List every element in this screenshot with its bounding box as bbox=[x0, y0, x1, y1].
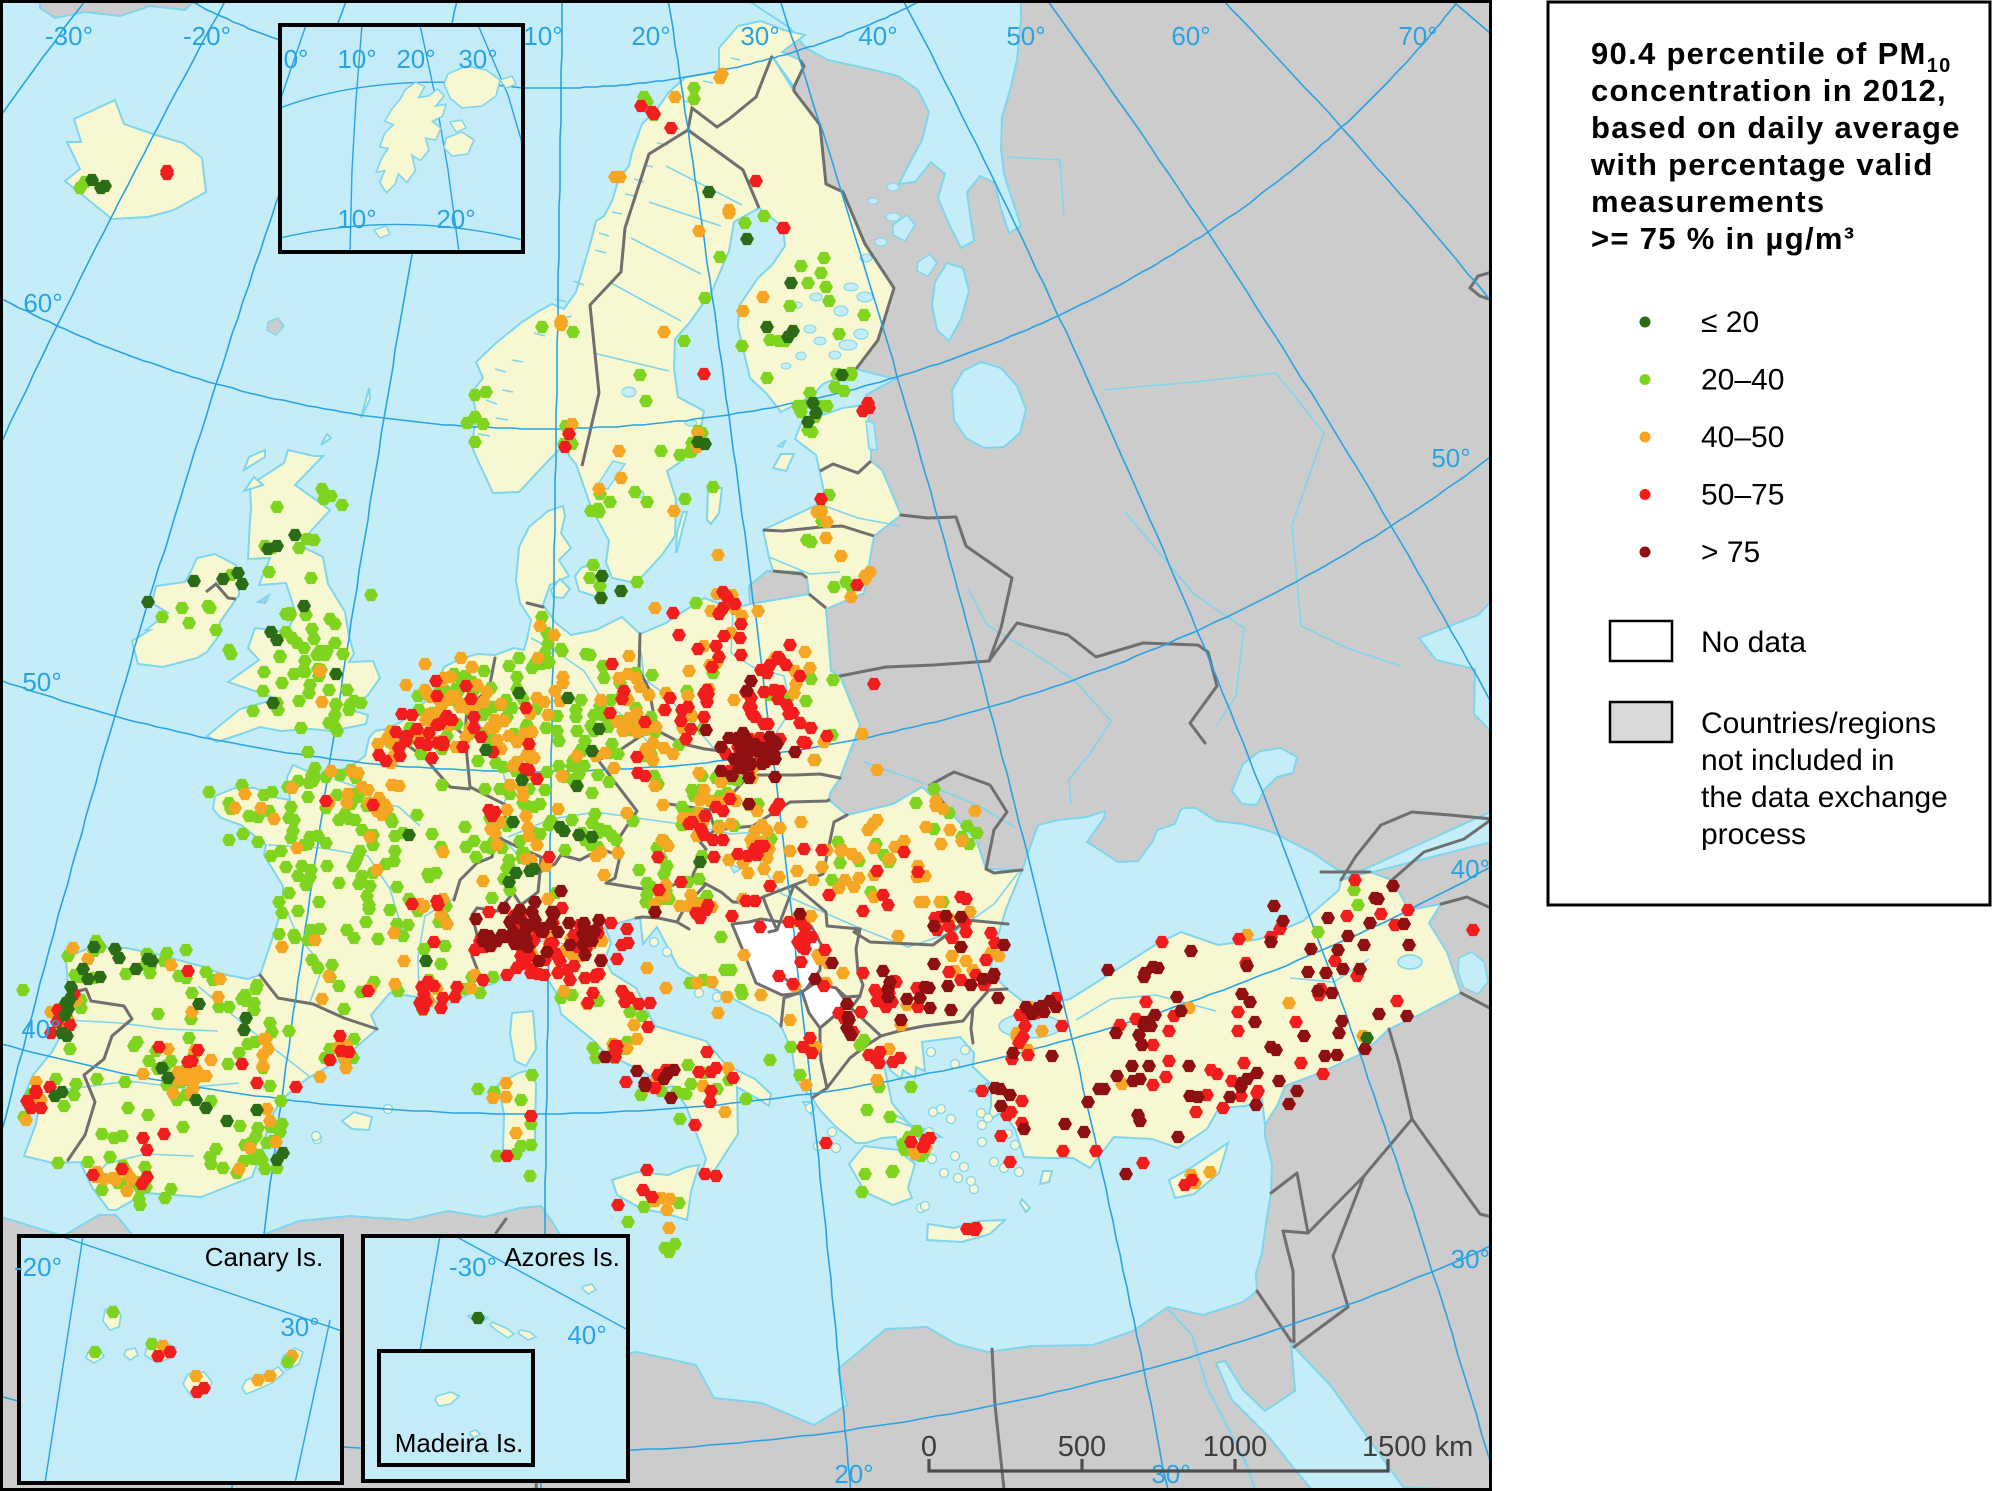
svg-text:No data: No data bbox=[1701, 626, 1806, 659]
svg-text:40°: 40° bbox=[1451, 854, 1490, 884]
svg-text:30°: 30° bbox=[280, 1312, 319, 1342]
svg-text:process: process bbox=[1701, 818, 1806, 851]
svg-text:60°: 60° bbox=[23, 288, 62, 318]
svg-text:50°: 50° bbox=[1431, 443, 1470, 473]
svg-text:-30°: -30° bbox=[449, 1252, 497, 1282]
svg-text:50°: 50° bbox=[1006, 21, 1045, 51]
svg-text:10°: 10° bbox=[523, 21, 562, 51]
svg-text:10°: 10° bbox=[337, 44, 376, 74]
svg-text:50–75: 50–75 bbox=[1701, 479, 1784, 512]
svg-text:30°: 30° bbox=[740, 21, 779, 51]
svg-text:-20°: -20° bbox=[183, 21, 231, 51]
svg-text:the data exchange: the data exchange bbox=[1701, 781, 1948, 814]
svg-text:concentration in 2012,: concentration in 2012, bbox=[1591, 73, 1947, 108]
svg-text:1000: 1000 bbox=[1203, 1431, 1268, 1463]
svg-text:Countries/regions: Countries/regions bbox=[1701, 707, 1936, 740]
svg-text:not included in: not included in bbox=[1701, 744, 1894, 777]
svg-text:30°: 30° bbox=[1151, 1459, 1190, 1489]
svg-text:20°: 20° bbox=[396, 44, 435, 74]
svg-text:Canary Is.: Canary Is. bbox=[205, 1242, 324, 1272]
svg-text:based on daily average: based on daily average bbox=[1591, 110, 1961, 145]
svg-text:10°: 10° bbox=[337, 204, 376, 234]
svg-text:20°: 20° bbox=[436, 204, 475, 234]
svg-text:0: 0 bbox=[921, 1431, 937, 1463]
svg-text:> 75: > 75 bbox=[1701, 536, 1760, 569]
svg-text:20°: 20° bbox=[631, 21, 670, 51]
svg-text:Azores Is.: Azores Is. bbox=[504, 1242, 620, 1272]
svg-text:90.4 percentile of PM10: 90.4 percentile of PM10 bbox=[1591, 36, 1952, 77]
svg-text:40–50: 40–50 bbox=[1701, 421, 1784, 454]
svg-text:0°: 0° bbox=[284, 44, 309, 74]
svg-text:1500 km: 1500 km bbox=[1362, 1431, 1473, 1463]
svg-text:20°: 20° bbox=[834, 1459, 873, 1489]
svg-text:30°: 30° bbox=[1451, 1244, 1490, 1274]
svg-text:30°: 30° bbox=[458, 44, 497, 74]
svg-text:40°: 40° bbox=[21, 1014, 60, 1044]
svg-text:40°: 40° bbox=[858, 21, 897, 51]
svg-text:measurements: measurements bbox=[1591, 184, 1825, 219]
svg-text:40°: 40° bbox=[567, 1320, 606, 1350]
svg-text:50°: 50° bbox=[22, 667, 61, 697]
svg-text:60°: 60° bbox=[1171, 21, 1210, 51]
svg-text:70°: 70° bbox=[1398, 21, 1437, 51]
svg-text:with percentage valid: with percentage valid bbox=[1590, 147, 1934, 182]
svg-text:-30°: -30° bbox=[45, 21, 93, 51]
svg-text:≤ 20: ≤ 20 bbox=[1701, 306, 1759, 339]
svg-text:>= 75 % in µg/m³: >= 75 % in µg/m³ bbox=[1591, 221, 1855, 256]
svg-text:500: 500 bbox=[1058, 1431, 1106, 1463]
svg-text:-20°: -20° bbox=[14, 1252, 62, 1282]
svg-text:Madeira Is.: Madeira Is. bbox=[395, 1428, 524, 1458]
svg-text:20–40: 20–40 bbox=[1701, 364, 1784, 397]
